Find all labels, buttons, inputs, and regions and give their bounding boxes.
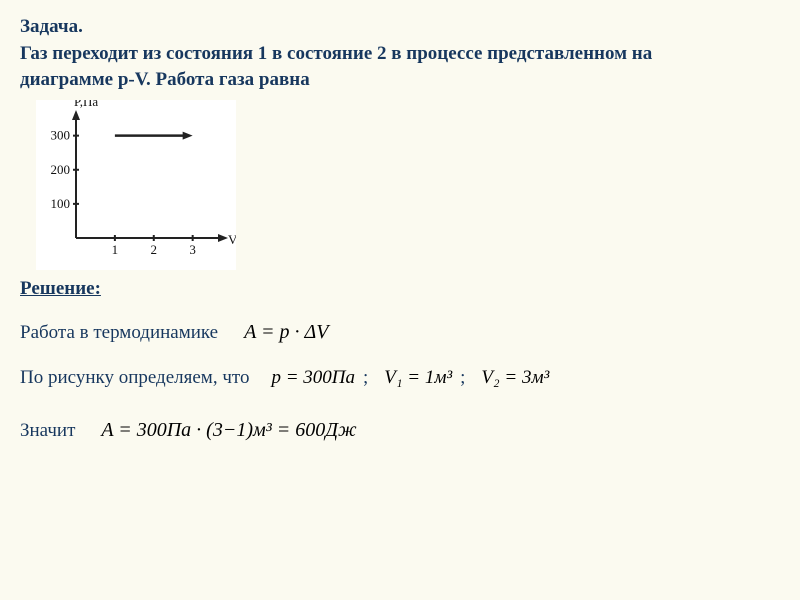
v1-value: V₁ = 1м³ <box>384 367 452 389</box>
svg-text:100: 100 <box>51 196 71 211</box>
solution-heading: Решение: <box>20 276 780 303</box>
sep-2: ; <box>460 367 465 389</box>
svg-text:1: 1 <box>112 242 119 257</box>
svg-text:V,м³: V,м³ <box>228 232 236 247</box>
svg-text:2: 2 <box>151 242 158 257</box>
formula-A-def: A = p · ΔV <box>244 321 328 344</box>
v2-value: V₂ = 3м³ <box>481 367 549 389</box>
pv-diagram: P,Па V,м³ 1 2 3 100 200 300 <box>36 100 236 270</box>
sep-1: ; <box>363 367 368 389</box>
from-figure-label: По рисунку определяем, что <box>20 365 249 392</box>
formula-result: A = 300Па · (3−1)м³ = 600Дж <box>101 419 356 442</box>
svg-text:P,Па: P,Па <box>74 100 98 109</box>
problem-heading: Задача. <box>20 14 780 41</box>
p-value: p = 300Па <box>271 367 355 389</box>
problem-text-1: Газ переходит из состояния 1 в состояние… <box>20 41 780 68</box>
svg-text:200: 200 <box>51 162 71 177</box>
work-definition-label: Работа в термодинамике <box>20 320 218 347</box>
svg-text:300: 300 <box>51 127 71 142</box>
svg-text:3: 3 <box>189 242 196 257</box>
so-label: Значит <box>20 418 75 445</box>
problem-text-2: диаграмме p-V. Работа газа равна <box>20 67 780 94</box>
